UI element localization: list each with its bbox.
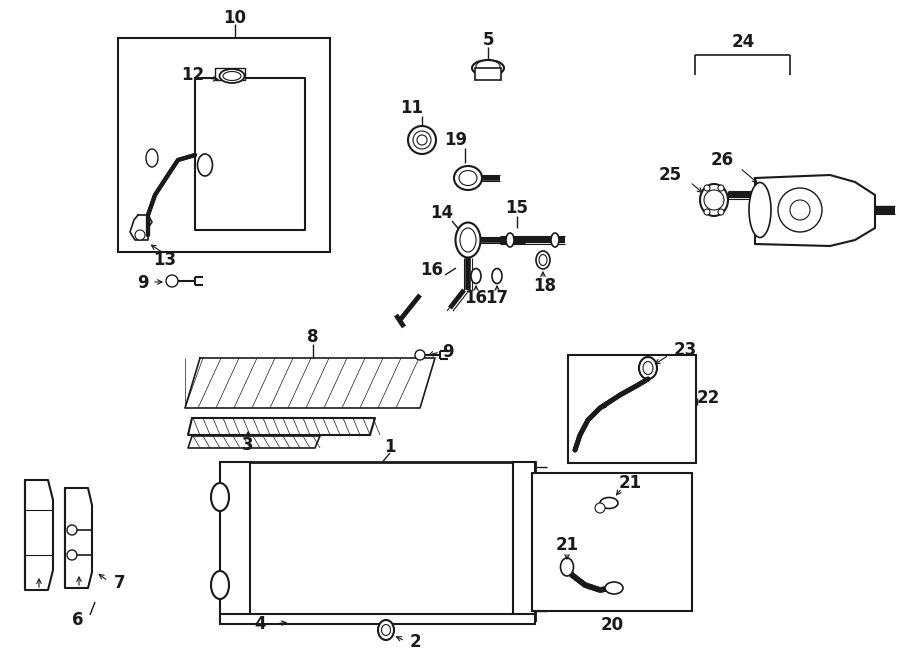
Ellipse shape: [492, 268, 502, 284]
Ellipse shape: [454, 166, 482, 190]
Text: 23: 23: [673, 341, 697, 359]
Ellipse shape: [639, 357, 657, 379]
Text: 21: 21: [555, 536, 579, 554]
Text: 15: 15: [506, 199, 528, 217]
Ellipse shape: [459, 171, 477, 186]
Text: 6: 6: [72, 611, 84, 629]
Ellipse shape: [551, 233, 559, 247]
Ellipse shape: [223, 71, 241, 81]
Ellipse shape: [605, 582, 623, 594]
Text: 22: 22: [697, 389, 720, 407]
Ellipse shape: [561, 558, 573, 576]
Text: 20: 20: [600, 616, 624, 634]
Text: 24: 24: [732, 33, 754, 51]
Bar: [220, 462, 535, 620]
Ellipse shape: [472, 60, 504, 76]
Bar: [220, 462, 250, 620]
Text: 10: 10: [223, 9, 247, 27]
Bar: [475, 68, 501, 80]
Circle shape: [718, 185, 724, 191]
Bar: [220, 614, 535, 624]
Ellipse shape: [471, 268, 481, 284]
Text: 8: 8: [307, 328, 319, 346]
Bar: [568, 355, 696, 463]
Circle shape: [417, 135, 427, 145]
Text: 16: 16: [420, 261, 444, 279]
Text: 9: 9: [442, 343, 454, 361]
Text: 19: 19: [445, 131, 468, 149]
Text: 5: 5: [482, 31, 494, 49]
Text: 4: 4: [254, 615, 266, 633]
Circle shape: [67, 550, 77, 560]
Bar: [532, 473, 692, 611]
Text: 1: 1: [384, 438, 396, 456]
Ellipse shape: [600, 498, 618, 508]
Circle shape: [166, 275, 178, 287]
Ellipse shape: [211, 571, 229, 599]
Circle shape: [408, 126, 436, 154]
Ellipse shape: [455, 223, 481, 258]
Ellipse shape: [643, 362, 653, 375]
Text: 7: 7: [114, 574, 126, 592]
Text: 12: 12: [182, 66, 204, 84]
Ellipse shape: [378, 620, 394, 640]
Ellipse shape: [382, 625, 391, 635]
Circle shape: [135, 230, 145, 240]
Ellipse shape: [460, 228, 476, 252]
Text: 18: 18: [534, 277, 556, 295]
Circle shape: [413, 131, 431, 149]
Circle shape: [704, 185, 710, 191]
Text: 26: 26: [710, 151, 734, 169]
Ellipse shape: [700, 184, 728, 216]
Text: 25: 25: [659, 166, 681, 184]
Circle shape: [718, 209, 724, 215]
Text: 16: 16: [464, 289, 488, 307]
Ellipse shape: [506, 233, 514, 247]
Text: 13: 13: [153, 251, 176, 269]
Circle shape: [778, 188, 822, 232]
Circle shape: [704, 190, 724, 210]
Circle shape: [415, 350, 425, 360]
Text: 3: 3: [242, 436, 254, 454]
Text: 11: 11: [400, 99, 424, 117]
Circle shape: [790, 200, 810, 220]
Ellipse shape: [211, 483, 229, 511]
Text: 17: 17: [485, 289, 508, 307]
Ellipse shape: [749, 182, 771, 237]
Bar: [215, 68, 245, 80]
Circle shape: [67, 525, 77, 535]
Ellipse shape: [146, 149, 158, 167]
Ellipse shape: [476, 61, 500, 71]
Text: 2: 2: [410, 633, 421, 651]
Text: 21: 21: [618, 474, 642, 492]
Ellipse shape: [536, 251, 550, 269]
Ellipse shape: [539, 254, 547, 266]
Ellipse shape: [220, 69, 245, 83]
Circle shape: [595, 503, 605, 513]
Circle shape: [704, 209, 710, 215]
Text: 14: 14: [430, 204, 454, 222]
Text: 9: 9: [137, 274, 148, 292]
Bar: [118, 38, 330, 252]
Bar: [513, 462, 535, 620]
Ellipse shape: [197, 154, 212, 176]
